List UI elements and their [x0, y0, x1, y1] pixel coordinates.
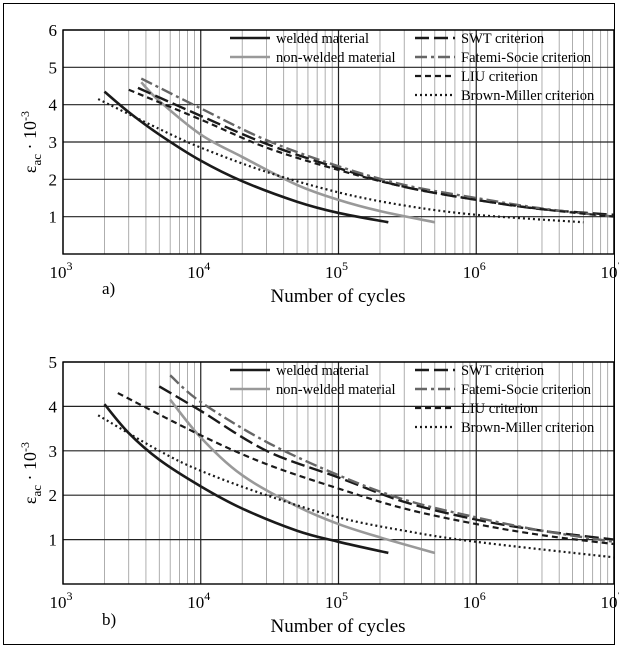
legend-label: welded material [276, 31, 369, 47]
legend-label: non-welded material [276, 382, 396, 398]
legend-label: Brown-Miller criterion [461, 88, 595, 104]
x-tick-label: 103 [50, 589, 73, 612]
legend-label: SWT criterion [461, 363, 545, 379]
y-tick-label: 1 [49, 208, 58, 227]
y-tick-label: 6 [49, 21, 58, 40]
y-axis-label: εac · 10-3 [18, 442, 44, 504]
legend-label: LIU criterion [461, 69, 539, 85]
x-tick-label: 107 [601, 589, 619, 612]
legend-label: Brown-Miller criterion [461, 420, 595, 436]
legend-label: Fatemi-Socie criterion [461, 382, 592, 398]
panel-b: 1 2 3 4 5 103 104 105 106 107 b) Number of cycles εa… [18, 353, 619, 637]
y-tick-label: 4 [49, 96, 58, 115]
series-line-welded-material [103, 90, 389, 224]
y-tick-label: 5 [49, 58, 58, 77]
y-tick-label: 2 [49, 486, 58, 505]
series-line-swt-criterion [158, 385, 614, 541]
plot-area-border [62, 29, 615, 255]
x-tick-label: 104 [187, 259, 210, 282]
y-tick-label: 5 [49, 353, 58, 372]
x-tick-label: 106 [463, 259, 486, 282]
legend-label: Fatemi-Socie criterion [461, 50, 592, 66]
y-axis-label: εac · 10-3 [18, 111, 44, 173]
x-tick-label: 107 [601, 259, 619, 282]
series-line-welded-material [103, 403, 389, 555]
legend-label: LIU criterion [461, 401, 539, 417]
x-axis-label: Number of cycles [270, 616, 405, 637]
series-line-fatemi-socie-criterion [169, 374, 614, 544]
y-tick-label: 3 [49, 442, 58, 461]
panel-a: 1 2 3 4 5 6 103 104 105 106 107 a) Number of cycles ε… [18, 21, 619, 307]
series-line-liu-criterion [117, 392, 614, 546]
y-tick-label: 2 [49, 170, 58, 189]
y-tick-label: 4 [49, 397, 58, 416]
series-line-swt-criterion [137, 86, 614, 216]
series-line-brown-miller-criterion [97, 414, 614, 559]
series-line-non-welded-material [169, 398, 436, 555]
x-tick-label: 105 [325, 259, 348, 282]
x-tick-label: 106 [463, 589, 486, 612]
x-tick-label: 104 [187, 589, 210, 612]
y-tick-label: 1 [49, 531, 58, 550]
series-line-liu-criterion [128, 88, 614, 218]
x-tick-label: 105 [325, 589, 348, 612]
panel-label: a) [102, 279, 115, 298]
x-tick-label: 103 [50, 259, 73, 282]
panel-label: b) [102, 610, 116, 629]
legend-label: non-welded material [276, 50, 396, 66]
figure-frame [3, 3, 615, 645]
plot-area-border [62, 361, 615, 585]
x-axis-label: Number of cycles [270, 286, 405, 307]
y-tick-label: 3 [49, 133, 58, 152]
legend-label: welded material [276, 363, 369, 379]
legend-label: SWT criterion [461, 31, 545, 47]
